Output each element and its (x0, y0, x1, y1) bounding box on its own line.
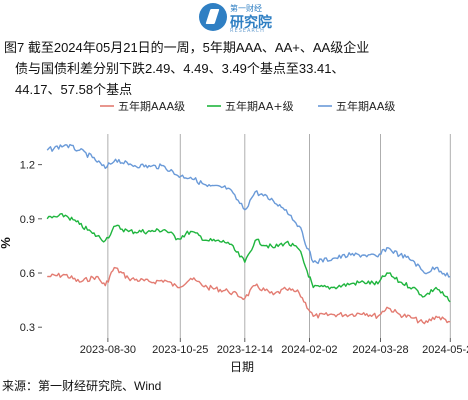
x-axis: 2023-08-30 2023-10-25 2023-12-14 2024-02-02… (80, 338, 468, 356)
caption-line-3: 44.17、57.58个基点 (15, 82, 133, 97)
series-line-3 (46, 143, 451, 278)
research-institute-logo: 第一财经 研究院 RESEARCH (199, 2, 272, 34)
x-tick-label: 2024-02-02 (281, 344, 337, 356)
x-tick-label: 2023-12-14 (217, 344, 273, 356)
legend-label: 五年期AA级 (336, 99, 395, 113)
logo-mark-icon (199, 3, 227, 31)
legend-label: 五年期AAA级 (118, 99, 185, 113)
y-tick-label: 0.9 (20, 214, 35, 226)
x-tick-label: 2023-10-25 (152, 344, 208, 356)
x-tick-label: 2023-08-30 (80, 344, 136, 356)
x-tick-label: 2024-05-21 (422, 344, 468, 356)
caption-line-2: 债与国债利差分别下跌2.49、4.49、3.49个基点至33.41、 (15, 61, 345, 76)
x-tick-label: 2024-03-28 (352, 344, 408, 356)
logo-small-text: 第一财经 (230, 4, 262, 13)
y-tick-label: 0.3 (20, 322, 35, 334)
chart-series (46, 143, 451, 325)
chart-grid (107, 134, 451, 338)
legend-label: 五年期AA+级 (225, 99, 294, 113)
y-tick-label: 1.2 (20, 160, 35, 172)
y-tick-label: 0.6 (20, 268, 35, 280)
y-axis: 0.3 0.6 0.9 1.2 (20, 160, 42, 334)
logo-name-text: 研究院 (230, 15, 272, 31)
figure-caption: 图7 截至2024年05月21日的一周，5年期AAA、AA+、AA级企业 债与国… (4, 37, 464, 100)
series-line-1 (47, 266, 451, 325)
logo-english-text: RESEARCH (230, 28, 265, 34)
y-axis-label: % (0, 237, 13, 249)
chart-legend: 五年期AAA级 五年期AA+级 五年期AA级 (100, 99, 395, 113)
series-line-2 (46, 213, 451, 303)
x-axis-label: 日期 (230, 360, 254, 374)
caption-line-1: 图7 截至2024年05月21日的一周，5年期AAA、AA+、AA级企业 (4, 40, 370, 55)
source-note: 来源：第一财经研究院、Wind (2, 379, 162, 393)
